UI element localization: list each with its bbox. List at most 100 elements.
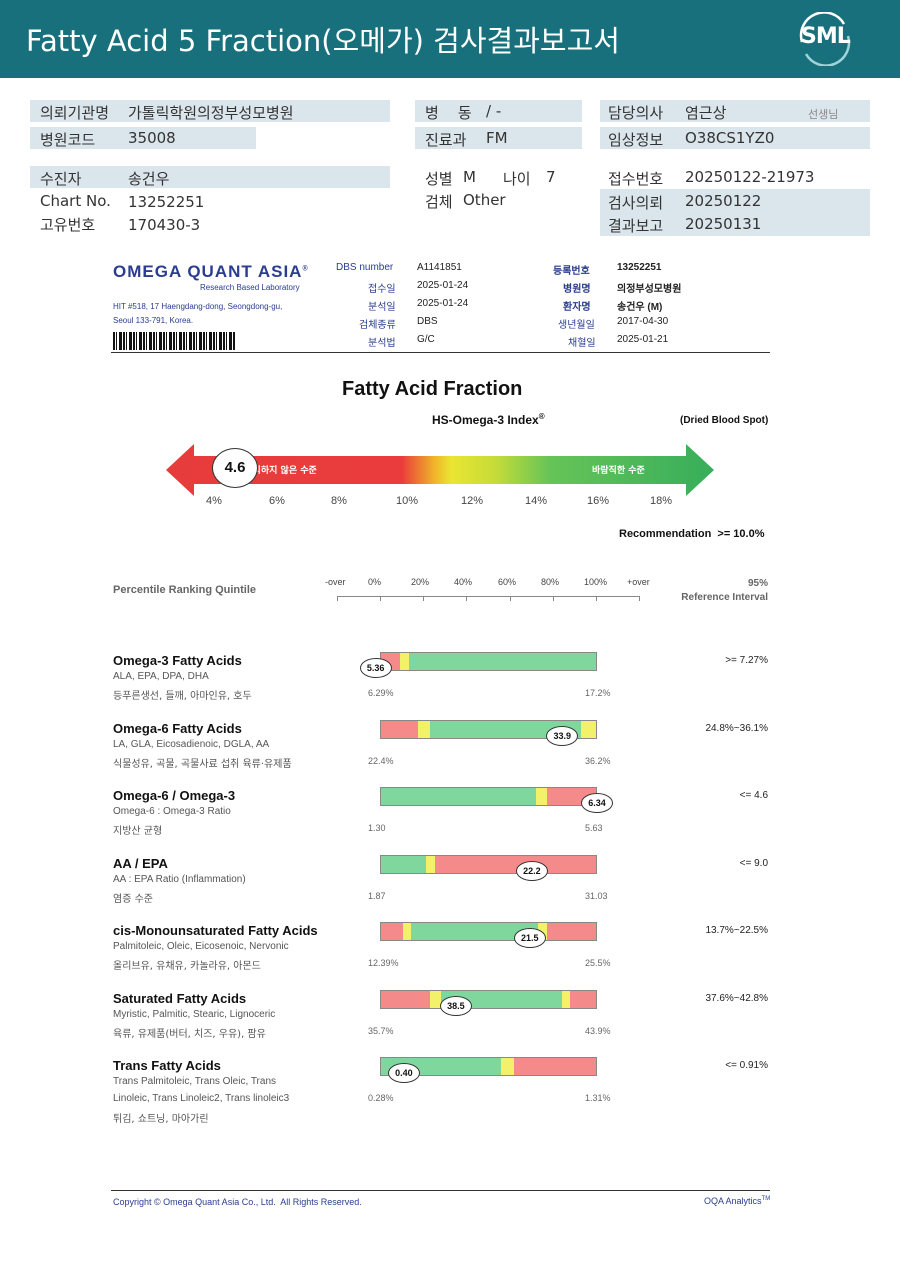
quintile-tick	[423, 596, 424, 601]
specimen-type-label: 검체종류	[359, 320, 396, 331]
footer-divider	[111, 1190, 770, 1191]
row-min: 35.7%	[368, 1025, 394, 1036]
bar-segment-green	[381, 855, 427, 873]
row-title: AA / EPA	[113, 855, 168, 871]
row-max: 5.63	[585, 823, 603, 833]
department-value: FM	[486, 129, 508, 147]
info-shade	[30, 100, 390, 122]
report-date-label: 결과보고	[608, 217, 664, 235]
row-min: 1.87	[368, 890, 386, 901]
row-max: 31.03	[585, 890, 608, 901]
institution-value: 가톨릭학원의정부성모병원	[128, 104, 294, 122]
oqa-logo: OMEGA QUANT ASIA®	[113, 262, 309, 282]
patient-value: 송건우	[128, 170, 170, 188]
index-tick-label: 18%	[650, 495, 673, 507]
row-reference: 13.7%~22.5%	[705, 925, 768, 936]
row-min: 12.39%	[368, 958, 399, 968]
received-label: 접수일	[368, 284, 396, 295]
birth-label: 생년월일	[558, 320, 595, 331]
received-value: 2025-01-24	[417, 280, 469, 291]
ref-header-label: Reference Interval	[681, 592, 768, 603]
bar-segment-red	[514, 1058, 596, 1075]
quintile-tick	[639, 596, 640, 601]
index-left-text: 바람직하지 않은 수준	[236, 466, 317, 476]
row-food: 염증 수준	[113, 893, 153, 905]
bar-segment-red	[434, 855, 596, 873]
index-tick-label: 4%	[206, 495, 222, 507]
index-subtitle: HS-Omega-3 Index®	[432, 412, 545, 427]
request-date-value: 20250122	[685, 192, 762, 210]
row-bar	[380, 854, 597, 874]
sex-label: 성별	[425, 170, 453, 188]
info-shade	[600, 100, 870, 122]
quintile-tick	[596, 596, 597, 601]
report-title: Fatty Acid 5 Fraction(오메가) 검사결과보고서	[26, 24, 620, 58]
row-reference: <= 9.0	[739, 857, 768, 869]
row-title: Saturated Fatty Acids	[113, 990, 247, 1006]
oqa-logo-text: OMEGA QUANT ASIA	[113, 262, 303, 281]
method-value: G/C	[417, 334, 435, 345]
row-max: 36.2%	[585, 755, 611, 766]
row-subtitle: Palmitoleic, Oleic, Eicosenoic, Nervonic	[113, 941, 289, 952]
index-tick-label: 6%	[269, 495, 285, 507]
row-title: Omega-6 / Omega-3	[113, 788, 236, 803]
copyright: Copyright © Omega Quant Asia Co., Ltd. A…	[113, 1197, 362, 1207]
row-reference: 37.6%~42.8%	[705, 992, 768, 1004]
unique-no-value: 170430-3	[128, 216, 201, 234]
department-label: 진료과	[425, 131, 467, 149]
row-value-marker: 21.5	[513, 928, 546, 948]
quintile-label: Percentile Ranking Quintile	[113, 584, 257, 596]
birth-value: 2017-04-30	[617, 316, 669, 327]
quintile-tick-label: 100%	[584, 577, 608, 587]
dbs-number-value: A1141851	[417, 262, 462, 273]
index-tick-label: 14%	[525, 495, 548, 507]
row-bar	[380, 989, 597, 1009]
row-food: 등푸른생선, 들깨, 아마인유, 호두	[113, 691, 252, 702]
doctor-suffix: 선생님	[808, 108, 839, 121]
analyzed-value: 2025-01-24	[417, 298, 469, 309]
row-food: 튀김, 쇼트닝, 마아가린	[113, 1114, 209, 1125]
row-subtitle-2: Linoleic, Trans Linoleic2, Trans linolei…	[113, 1093, 290, 1104]
row-bar	[380, 719, 597, 739]
row-max: 17.2%	[585, 688, 611, 698]
method-label: 분석법	[368, 338, 396, 349]
sex-value: M	[463, 168, 476, 186]
info-shade	[30, 127, 256, 149]
row-max: 43.9%	[585, 1025, 611, 1036]
index-tick-label: 8%	[331, 495, 347, 507]
row-subtitle: Myristic, Palmitic, Stearic, Lignoceric	[113, 1008, 276, 1020]
divider	[111, 352, 770, 353]
sample-type: (Dried Blood Spot)	[680, 415, 769, 426]
quintile-tick	[510, 596, 511, 601]
footer-brand-tm: TM	[761, 1196, 771, 1202]
index-value: 4.6	[224, 459, 246, 476]
row-bar	[380, 652, 597, 671]
oqa-patient-label: 환자명	[563, 302, 591, 313]
row-food: 올리브유, 유채유, 카놀라유, 아몬드	[113, 961, 261, 972]
row-value-marker: 5.36	[359, 658, 392, 678]
info-shade	[415, 127, 582, 149]
doctor-label: 담당의사	[608, 104, 664, 122]
oqa-patient-value: 송건우 (M)	[617, 302, 663, 313]
age-value: 7	[546, 168, 556, 186]
footer-brand: OQA AnalyticsTM	[704, 1196, 770, 1206]
quintile-tick-label: 40%	[454, 577, 473, 587]
row-value-marker: 6.34	[581, 793, 613, 813]
report-header: Fatty Acid 5 Fraction(오메가) 검사결과보고서 SML	[0, 0, 900, 78]
analyzed-label: 분석일	[368, 302, 396, 313]
institution-label: 의뢰기관명	[40, 104, 110, 122]
oqa-logo-sub: Research Based Laboratory	[200, 283, 300, 292]
bar-segment-red	[381, 990, 431, 1008]
row-bar	[380, 787, 597, 806]
bar-segment-yellow	[400, 653, 409, 670]
specimen-label: 검체	[425, 193, 453, 211]
unique-no-label: 고유번호	[40, 216, 96, 234]
age-label: 나이	[503, 170, 531, 188]
row-subtitle: AA : EPA Ratio (Inflammation)	[113, 873, 246, 885]
bar-segment-red	[570, 990, 596, 1008]
bar-segment-yellow	[535, 788, 547, 805]
row-min: 1.30	[368, 823, 386, 833]
index-tick-label: 16%	[587, 495, 610, 507]
bar-segment-yellow	[561, 990, 571, 1008]
specimen-type-value: DBS	[417, 316, 438, 327]
